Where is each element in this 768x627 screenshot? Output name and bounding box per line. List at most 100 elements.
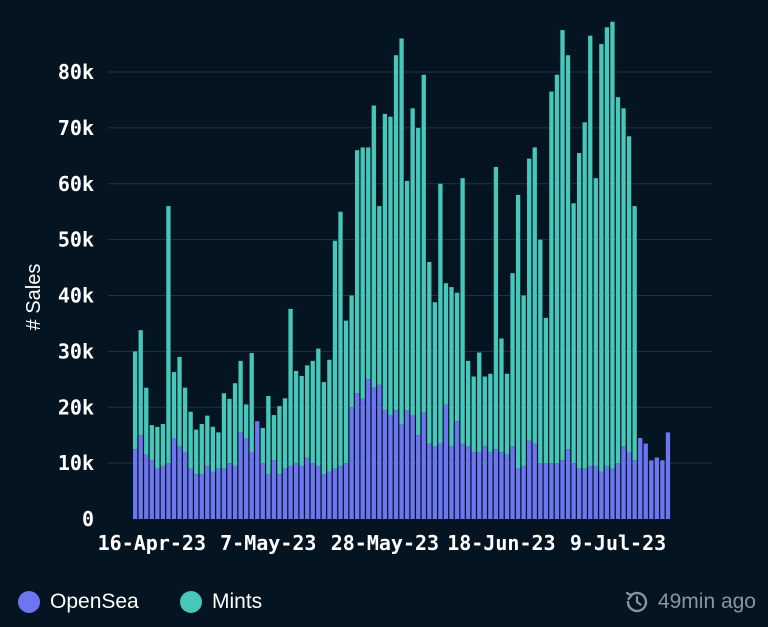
bar-opensea[interactable]	[144, 454, 149, 519]
bar-opensea[interactable]	[227, 463, 232, 520]
bar-mints[interactable]	[343, 320, 349, 464]
bar-mints[interactable]	[565, 55, 571, 450]
bar-opensea[interactable]	[443, 404, 449, 519]
bar-mints[interactable]	[593, 178, 598, 466]
bar-mints[interactable]	[155, 426, 160, 469]
bar-mints[interactable]	[216, 432, 221, 469]
bar-mints[interactable]	[327, 359, 332, 472]
bar-opensea[interactable]	[577, 468, 582, 519]
bar-opensea[interactable]	[249, 451, 254, 519]
bar-mints[interactable]	[182, 387, 188, 452]
legend-item-opensea[interactable]: OpenSea	[18, 584, 139, 620]
bar-opensea[interactable]	[543, 463, 548, 520]
bar-mints[interactable]	[282, 398, 288, 469]
bar-mints[interactable]	[532, 147, 537, 444]
bar-mints[interactable]	[604, 27, 610, 466]
bar-mints[interactable]	[477, 352, 482, 452]
bar-opensea[interactable]	[477, 451, 482, 519]
bar-mints[interactable]	[543, 317, 548, 464]
bar-mints[interactable]	[149, 425, 154, 461]
bar-opensea[interactable]	[421, 412, 426, 519]
bar-opensea[interactable]	[316, 465, 321, 519]
bar-mints[interactable]	[338, 211, 343, 466]
bar-opensea[interactable]	[232, 465, 238, 519]
bar-mints[interactable]	[427, 261, 432, 444]
bar-opensea[interactable]	[588, 465, 593, 519]
bar-opensea[interactable]	[510, 446, 515, 519]
bar-mints[interactable]	[560, 30, 565, 461]
bar-mints[interactable]	[488, 373, 493, 452]
bar-mints[interactable]	[316, 348, 321, 466]
bar-mints[interactable]	[382, 113, 388, 411]
bar-opensea[interactable]	[343, 463, 349, 520]
bar-mints[interactable]	[393, 55, 399, 411]
bar-opensea[interactable]	[310, 463, 315, 520]
bar-mints[interactable]	[538, 239, 543, 464]
bar-mints[interactable]	[144, 387, 149, 455]
bar-opensea[interactable]	[382, 410, 388, 519]
bar-mints[interactable]	[227, 398, 232, 464]
bar-mints[interactable]	[454, 292, 460, 422]
bar-opensea[interactable]	[238, 432, 243, 519]
bar-mints[interactable]	[271, 415, 277, 461]
bar-opensea[interactable]	[266, 474, 271, 519]
bar-opensea[interactable]	[327, 471, 332, 519]
bar-mints[interactable]	[577, 153, 582, 469]
bar-mints[interactable]	[438, 183, 443, 444]
bar-opensea[interactable]	[660, 460, 665, 519]
bar-mints[interactable]	[482, 376, 487, 447]
bar-opensea[interactable]	[244, 437, 249, 519]
bar-mints[interactable]	[244, 404, 249, 438]
bar-mints[interactable]	[260, 427, 265, 464]
bar-opensea[interactable]	[638, 437, 643, 519]
bar-opensea[interactable]	[255, 421, 260, 519]
bar-opensea[interactable]	[454, 421, 460, 519]
bar-opensea[interactable]	[438, 443, 443, 519]
bar-mints[interactable]	[160, 424, 166, 466]
bar-opensea[interactable]	[399, 424, 404, 519]
bar-opensea[interactable]	[532, 443, 537, 519]
bar-mints[interactable]	[416, 127, 421, 436]
bar-opensea[interactable]	[188, 468, 193, 519]
bar-mints[interactable]	[133, 351, 138, 450]
bar-mints[interactable]	[443, 283, 449, 405]
bar-mints[interactable]	[310, 360, 315, 464]
bar-mints[interactable]	[610, 21, 615, 469]
bar-opensea[interactable]	[621, 446, 626, 519]
bar-opensea[interactable]	[293, 463, 299, 520]
bar-mints[interactable]	[626, 136, 632, 452]
bar-mints[interactable]	[582, 122, 587, 469]
bar-opensea[interactable]	[277, 474, 282, 519]
bar-opensea[interactable]	[155, 468, 160, 519]
bar-opensea[interactable]	[282, 468, 288, 519]
bar-mints[interactable]	[355, 150, 360, 394]
bar-opensea[interactable]	[554, 463, 560, 520]
bar-mints[interactable]	[599, 44, 604, 472]
bar-opensea[interactable]	[615, 463, 621, 520]
bar-opensea[interactable]	[260, 463, 265, 520]
bar-mints[interactable]	[277, 406, 282, 475]
bar-mints[interactable]	[527, 158, 532, 441]
bar-mints[interactable]	[299, 375, 304, 466]
bar-opensea[interactable]	[488, 451, 493, 519]
bar-mints[interactable]	[471, 376, 476, 452]
bar-mints[interactable]	[554, 74, 560, 464]
bar-opensea[interactable]	[466, 446, 471, 519]
bar-opensea[interactable]	[338, 465, 343, 519]
bar-mints[interactable]	[360, 147, 365, 399]
bar-mints[interactable]	[632, 206, 637, 461]
bar-opensea[interactable]	[538, 463, 543, 520]
bar-mints[interactable]	[138, 330, 143, 436]
bar-mints[interactable]	[421, 74, 426, 413]
bar-mints[interactable]	[288, 308, 293, 466]
bar-opensea[interactable]	[632, 460, 637, 519]
bar-mints[interactable]	[621, 108, 626, 447]
bar-mints[interactable]	[515, 194, 521, 469]
bar-mints[interactable]	[210, 426, 215, 472]
legend-item-mints[interactable]: Mints	[180, 584, 262, 620]
bar-mints[interactable]	[388, 116, 393, 416]
bar-opensea[interactable]	[610, 468, 615, 519]
bar-mints[interactable]	[521, 295, 526, 466]
bar-mints[interactable]	[349, 295, 354, 408]
bar-opensea[interactable]	[643, 443, 648, 519]
